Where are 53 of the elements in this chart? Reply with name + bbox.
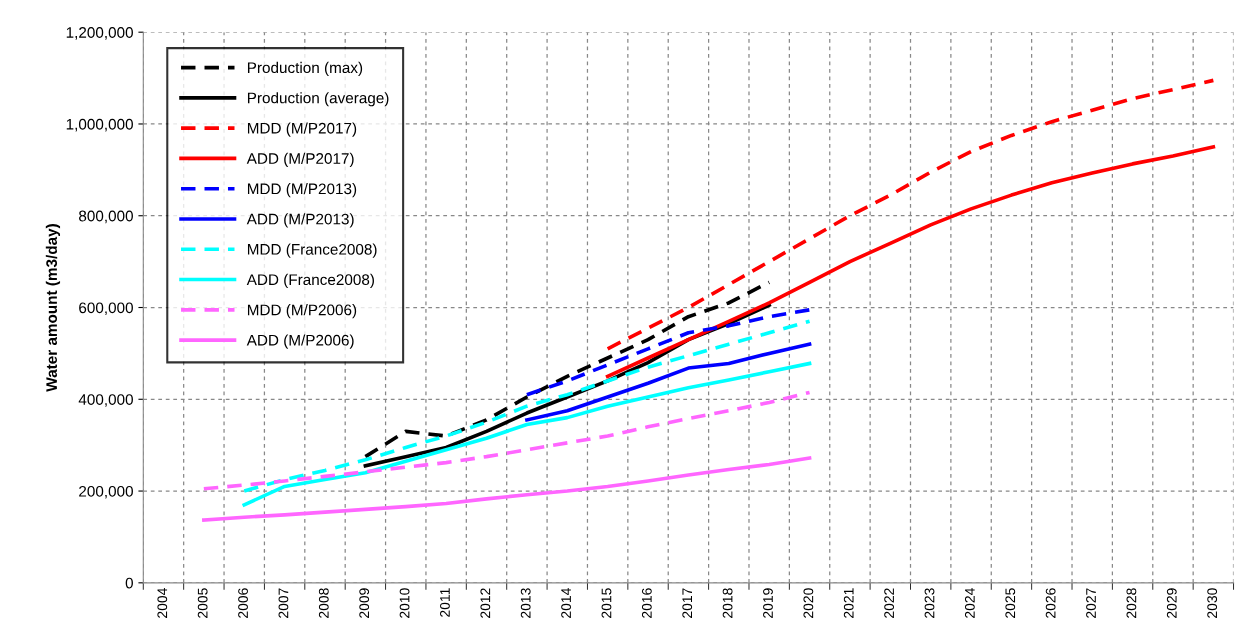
legend-label: ADD (M/P2013) <box>246 213 354 228</box>
line-series <box>605 145 1216 379</box>
line-series <box>242 319 812 493</box>
x-tick-label: 2017 <box>682 588 693 618</box>
y-axis-title: Water amount (m3/day) <box>45 224 61 392</box>
x-tick-label: 2007 <box>278 588 289 618</box>
line-series <box>525 342 812 422</box>
line-series <box>525 307 812 397</box>
legend-label: MDD (M/P2013) <box>247 182 357 198</box>
line-series <box>242 361 812 507</box>
x-tick-label: 2024 <box>964 588 975 618</box>
x-tick-label: 2015 <box>601 588 612 618</box>
x-tick-label: 2029 <box>1166 588 1177 618</box>
x-tick-label: 2022 <box>884 588 895 618</box>
x-tick-label: 2006 <box>238 588 248 618</box>
x-tick-label: 2011 <box>440 588 450 617</box>
x-tick-label: 2010 <box>399 588 410 618</box>
x-tick-label: 2026 <box>1045 588 1056 618</box>
line-series <box>605 78 1216 351</box>
x-tick-label: 2012 <box>480 588 491 618</box>
x-tick-label: 2005 <box>197 588 208 618</box>
x-tick-label: 2004 <box>157 588 168 618</box>
legend-label: ADD (M/P2017) <box>246 152 354 167</box>
x-tick-label: 2016 <box>641 588 652 618</box>
y-tick-label: 400,000 <box>78 394 133 407</box>
y-tick-label: 1,200,000 <box>66 27 133 40</box>
y-tick-label: 800,000 <box>79 210 133 224</box>
legend-label: ADD (M/P2006) <box>246 334 354 349</box>
legend-label: MDD (France2008) <box>247 243 377 258</box>
x-tick-label: 2023 <box>924 588 935 618</box>
x-tick-label: 2021 <box>843 588 854 618</box>
legend-label: Production (max) <box>247 61 363 77</box>
y-tick-label: 1,000,000 <box>66 118 133 132</box>
line-series <box>202 456 812 522</box>
x-tick-label: 2019 <box>763 588 773 618</box>
line-series <box>202 390 812 491</box>
x-tick-label: 2013 <box>520 588 531 618</box>
x-tick-label: 2009 <box>359 588 370 618</box>
y-tick-label: 0 <box>125 577 133 589</box>
y-tick-label: 600,000 <box>79 302 133 315</box>
x-tick-label: 2018 <box>722 588 733 618</box>
legend-label: MDD (M/P2006) <box>247 304 357 319</box>
x-tick-label: 2030 <box>1207 588 1218 618</box>
x-tick-label: 2028 <box>1126 588 1137 618</box>
x-tick-label: 2027 <box>1086 588 1096 618</box>
legend-label: MDD (M/P2017) <box>247 122 357 137</box>
x-tick-label: 2014 <box>561 588 571 618</box>
legend-label: ADD (France2008) <box>246 273 374 289</box>
legend-label: Production (average) <box>247 92 389 107</box>
x-tick-label: 2025 <box>1005 588 1016 618</box>
x-tick-label: 2008 <box>318 588 329 618</box>
x-tick-label: 2020 <box>803 588 814 618</box>
y-tick-label: 200,000 <box>79 485 133 499</box>
